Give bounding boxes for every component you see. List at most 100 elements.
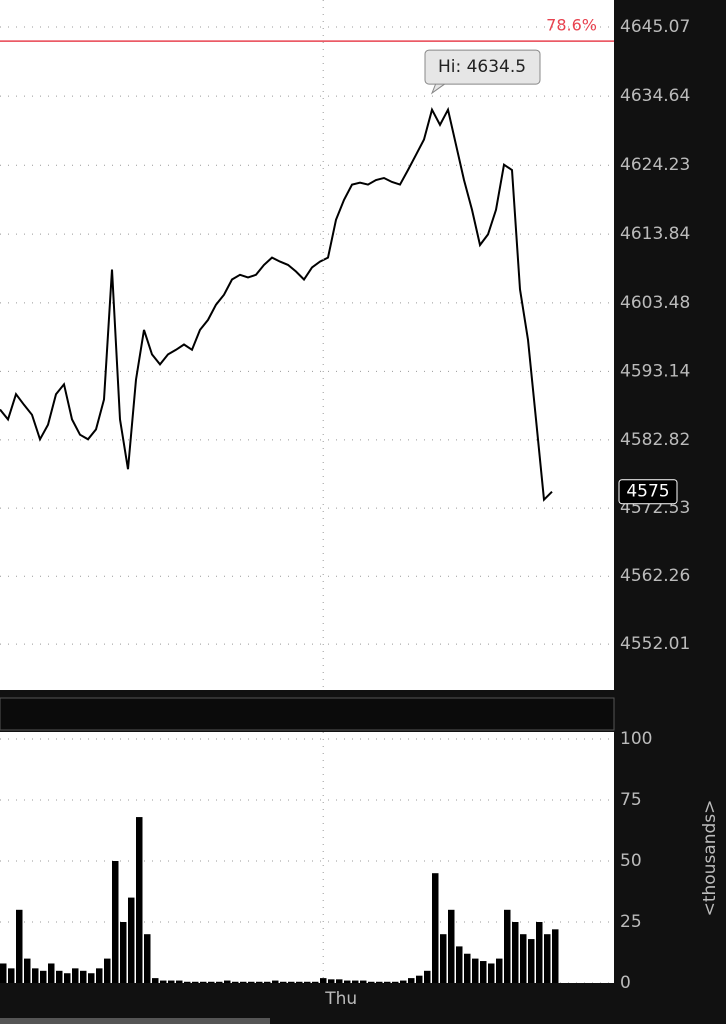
volume-bar <box>448 909 455 983</box>
y-tick-label: 50 <box>620 851 642 871</box>
volume-bar <box>184 981 191 983</box>
current-price-box <box>618 479 678 505</box>
bottom-strip <box>0 983 614 985</box>
volume-bar <box>320 978 327 983</box>
volume-bar <box>72 968 79 983</box>
volume-bar <box>56 970 63 983</box>
volume-bar <box>8 968 15 983</box>
volume-bar <box>40 970 47 983</box>
high-label: Hi: 4634.5 <box>438 57 526 77</box>
volume-bar <box>544 934 551 983</box>
volume-bar <box>408 978 415 983</box>
volume-bar <box>248 981 255 983</box>
volume-bar <box>400 980 407 983</box>
volume-bar <box>336 979 343 983</box>
volume-bar <box>144 934 151 983</box>
volume-bar <box>216 981 223 983</box>
y-tick-label: 4593.14 <box>620 361 690 381</box>
layer: 4645.07 4634.64 4624.23 4613.84 4603.48 4593.… <box>0 0 720 1009</box>
volume-bar <box>80 970 87 983</box>
price-panel <box>0 0 614 690</box>
volume-bar <box>520 934 527 983</box>
volume-bar <box>416 975 423 983</box>
volume-bar <box>232 981 239 983</box>
volume-bar <box>152 978 159 983</box>
y-tick-label: 4552.01 <box>620 634 690 654</box>
volume-bar <box>120 922 127 983</box>
y-tick-label: 4613.84 <box>620 224 690 244</box>
volume-bar <box>24 958 31 983</box>
volume-bar <box>176 980 183 983</box>
volume-bar <box>368 981 375 983</box>
volume-bar <box>536 922 543 983</box>
volume-bar <box>360 980 367 983</box>
volume-bar <box>192 981 199 983</box>
volume-bar <box>328 979 335 983</box>
volume-bar <box>208 981 215 983</box>
volume-panel <box>0 732 614 983</box>
volume-bar <box>352 980 359 983</box>
volume-bar <box>136 817 143 983</box>
volume-bar <box>0 963 7 983</box>
volume-bar <box>464 953 471 983</box>
volume-bar <box>128 897 135 983</box>
volume-bar <box>112 861 119 983</box>
volume-bar <box>288 981 295 983</box>
volume-bar <box>392 981 399 983</box>
volume-bar <box>104 958 111 983</box>
y-tick-label: 4634.64 <box>620 86 690 106</box>
volume-bar <box>240 981 247 983</box>
y-axis-label: <thousands> <box>700 800 720 917</box>
volume-bar <box>480 961 487 983</box>
volume-bar <box>96 968 103 983</box>
volume-bar <box>384 981 391 983</box>
volume-bar <box>496 958 503 983</box>
volume-bar <box>456 946 463 983</box>
y-tick-label: 4562.26 <box>620 566 690 586</box>
volume-bar <box>200 981 207 983</box>
volume-bar <box>312 981 319 983</box>
volume-bar <box>304 981 311 983</box>
panel-separator <box>0 697 615 731</box>
volume-bar <box>168 980 175 983</box>
y-tick-label: 25 <box>620 912 642 932</box>
y-tick-label: 4603.48 <box>620 293 690 313</box>
volume-bar <box>376 981 383 983</box>
volume-bar <box>296 981 303 983</box>
volume-bar <box>264 981 271 983</box>
volume-bar <box>280 981 287 983</box>
high-box <box>424 49 541 85</box>
volume-bar <box>440 934 447 983</box>
y-tick-label: 4582.82 <box>620 430 690 450</box>
current-price-label: 4575 <box>626 482 669 502</box>
volume-bar <box>32 968 39 983</box>
volume-bar <box>504 909 511 983</box>
volume-bar <box>552 929 559 983</box>
volume-bar <box>344 980 351 983</box>
x-tick-label: Thu <box>324 989 357 1009</box>
volume-bar <box>160 980 167 983</box>
volume-bar <box>424 970 431 983</box>
y-tick-label: 0 <box>620 973 631 993</box>
price-line <box>0 106 553 502</box>
volume-bar <box>16 909 23 983</box>
volume-bar <box>64 973 71 983</box>
volume-bar <box>432 873 439 983</box>
volume-bar <box>512 922 519 983</box>
volume-bar <box>224 980 231 983</box>
volume-bar <box>256 981 263 983</box>
volume-bar <box>272 980 279 983</box>
volume-bar <box>488 963 495 983</box>
scrollbar[interactable] <box>0 1018 270 1024</box>
fib-label: 78.6% <box>546 16 597 35</box>
y-tick-label: 4645.07 <box>620 17 690 37</box>
volume-bar <box>88 973 95 983</box>
y-tick-label: 100 <box>620 729 652 749</box>
volume-bar <box>472 958 479 983</box>
y-tick-label: 4624.23 <box>620 155 690 175</box>
volume-bar <box>48 963 55 983</box>
volume-bar <box>528 939 535 983</box>
y-tick-label: 75 <box>620 790 642 810</box>
